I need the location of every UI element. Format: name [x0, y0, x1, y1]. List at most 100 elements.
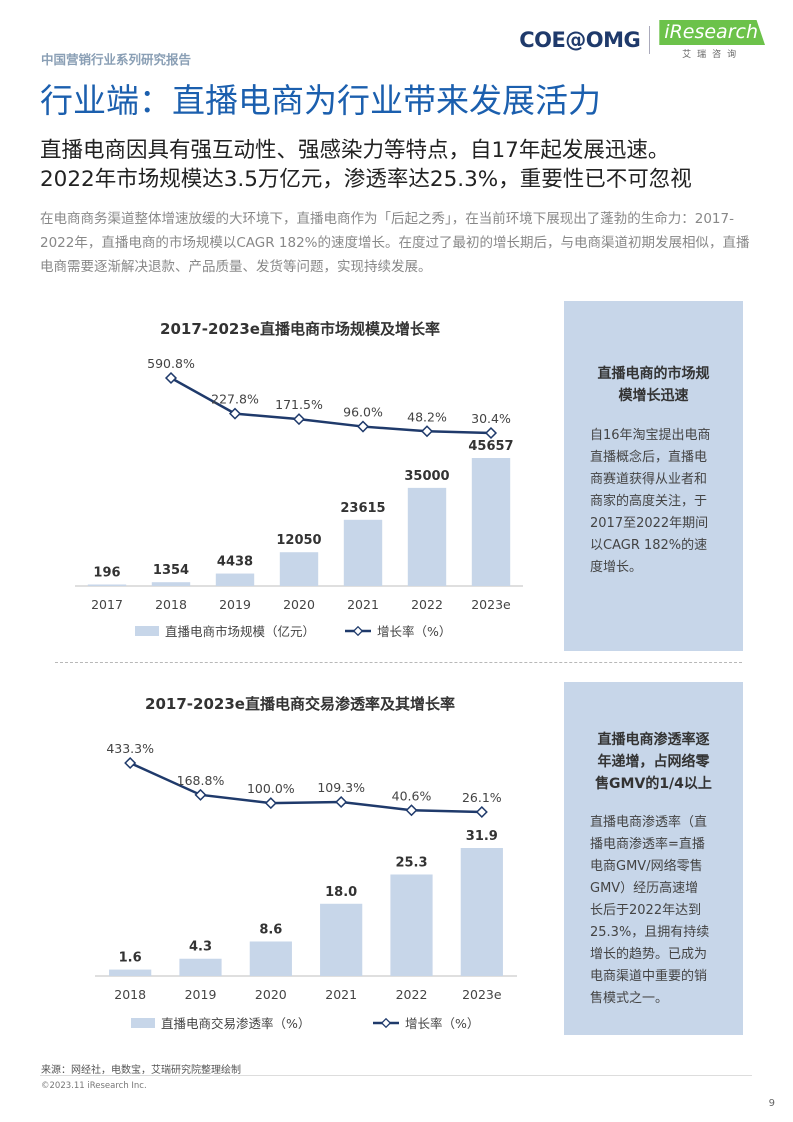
side1-body-line: 自16年淘宝提出电商 [590, 428, 711, 443]
chart1-market-size: 196 2017 1354 2018 4438 2019 12050 2020 23615 202… [75, 356, 523, 639]
line-value-label: 96.0% [343, 405, 383, 420]
line-value-label: 109.3% [317, 780, 365, 795]
chart1-title: 2017-2023e直播电商市场规模及增长率 [160, 320, 440, 338]
side1-body-line: 度增长。 [590, 560, 643, 575]
line-point [194, 788, 207, 801]
brand-logo: COE@OMG iResearch 艾瑞咨询 [519, 20, 765, 60]
page-title: 行业端：直播电商为行业带来发展活力 [40, 81, 601, 120]
line-value-label: 227.8% [211, 392, 259, 407]
bar-value-label: 45657 [468, 439, 513, 454]
legend-bar-swatch [131, 1018, 155, 1028]
iresearch-logo-subtext: 艾瑞咨询 [682, 50, 743, 60]
bar [471, 458, 511, 586]
bar-value-label: 35000 [404, 469, 449, 484]
chart2-penetration-rate: 1.6 2018 4.3 2019 8.6 2020 18.0 2021 25.3 2022 31.… [95, 741, 517, 1031]
x-tick-label: 2018 [155, 597, 187, 612]
line-value-label: 30.4% [471, 411, 511, 426]
line-value-label: 171.5% [275, 397, 323, 412]
x-tick-label: 2021 [325, 987, 357, 1002]
bar-value-label: 12050 [276, 533, 321, 548]
side2-body-line: 电商渠道中重要的销 [590, 969, 708, 984]
bar-value-label: 4438 [217, 555, 253, 570]
side2-body: 直播电商渗透率（直 播电商渗透率=直播 电商GMV/网络零售 GMV）经历高速增 长后于… [590, 812, 743, 1010]
bar [343, 519, 383, 586]
side2-heading-3: 售GMV的1/4以上 [595, 776, 712, 792]
logo-divider [649, 26, 651, 54]
copyright: ©2023.11 iResearch Inc. [41, 1081, 147, 1091]
line-point [475, 805, 488, 819]
legend-line-label: 增长率（%） [377, 624, 451, 639]
side2-body-line: GMV）经历高速增 [590, 881, 699, 896]
side1-body-line: 商赛道获得从业者和 [590, 472, 708, 487]
report-series-title: 中国营销行业系列研究报告 [41, 52, 192, 67]
bar-value-label: 23615 [340, 501, 385, 516]
bar [109, 969, 152, 976]
line-value-label: 100.0% [247, 781, 295, 796]
bar-value-label: 18.0 [325, 885, 357, 900]
side-panel-2: 直播电商渗透率逐 年递增，占网络零 售GMV的1/4以上 直播电商渗透率（直 播电… [564, 682, 743, 1035]
line-point [228, 407, 242, 420]
bar-value-label: 25.3 [395, 855, 427, 870]
headline-line-2: 2022年市场规模达3.5万亿元，渗透率达25.3%，重要性已不可忽视 [40, 167, 692, 192]
side1-body: 自16年淘宝提出电商 直播概念后，直播电 商赛道获得从业者和 商家的高度关注，于 201… [590, 425, 743, 579]
line-point [335, 795, 348, 808]
side2-body-line: 播电商渗透率=直播 [590, 837, 705, 852]
x-tick-label: 2021 [347, 597, 379, 612]
chart2-title: 2017-2023e直播电商交易渗透率及其增长率 [145, 695, 455, 713]
growth-line [170, 376, 492, 435]
side2-heading-2: 年递增，占网络零 [597, 754, 710, 770]
side2-body-line: 电商GMV/网络零售 [590, 859, 703, 874]
page-number: 9 [768, 1098, 775, 1109]
line-point [356, 420, 370, 433]
legend-bar-label: 直播电商交易渗透率（%） [161, 1016, 310, 1031]
bar-value-label: 1.6 [119, 951, 142, 966]
line-point [405, 804, 418, 817]
x-tick-label: 2020 [283, 597, 315, 612]
bar-value-label: 196 [93, 566, 120, 581]
bar [320, 903, 363, 976]
side1-body-line: 直播概念后，直播电 [590, 450, 708, 465]
bar [249, 941, 292, 976]
legend-line-marker [352, 625, 364, 637]
iresearch-logo-text: iResearch [659, 20, 765, 45]
bar-value-label: 4.3 [189, 940, 212, 955]
x-tick-label: 2022 [411, 597, 443, 612]
line-value-label: 433.3% [106, 741, 154, 756]
line-point [292, 413, 306, 426]
line-value-label: 168.8% [177, 773, 225, 788]
bar [179, 958, 222, 976]
headline-line-1: 直播电商因具有强互动性、强感染力等特点，自17年起发展迅速。 [40, 138, 670, 163]
footer-divider [40, 1075, 752, 1076]
bar [390, 874, 433, 976]
side1-heading-2: 模增长迅速 [618, 388, 689, 404]
growth-line [129, 761, 482, 814]
x-tick-label: 2023e [462, 987, 502, 1002]
side2-heading-1: 直播电商渗透率逐 [597, 732, 710, 748]
side2-body-line: 25.3%，且拥有持续 [590, 925, 710, 940]
line-value-label: 40.6% [392, 788, 432, 803]
line-point [420, 425, 434, 438]
iresearch-logo: iResearch 艾瑞咨询 [659, 20, 765, 60]
x-tick-label: 2018 [114, 987, 146, 1002]
side2-body-line: 长后于2022年达到 [590, 903, 702, 918]
bar [87, 584, 127, 586]
x-tick-label: 2019 [185, 987, 217, 1002]
line-point [164, 371, 178, 385]
bar [407, 487, 447, 586]
side2-body-line: 售模式之一。 [590, 991, 669, 1006]
legend-bar-swatch [135, 626, 159, 636]
line-point [264, 797, 277, 810]
side2-body-line: 直播电商渗透率（直 [590, 815, 708, 830]
bar-value-label: 31.9 [466, 829, 498, 844]
bar-value-label: 8.6 [259, 922, 282, 937]
bar [215, 573, 255, 586]
side1-body-line: 以CAGR 182%的速 [590, 538, 708, 553]
line-point [124, 756, 137, 770]
x-tick-label: 2019 [219, 597, 251, 612]
line-value-label: 48.2% [407, 409, 447, 424]
x-tick-label: 2020 [255, 987, 287, 1002]
line-point [484, 426, 498, 440]
bar [151, 582, 191, 586]
x-tick-label: 2017 [91, 597, 123, 612]
line-value-label: 26.1% [462, 790, 502, 805]
